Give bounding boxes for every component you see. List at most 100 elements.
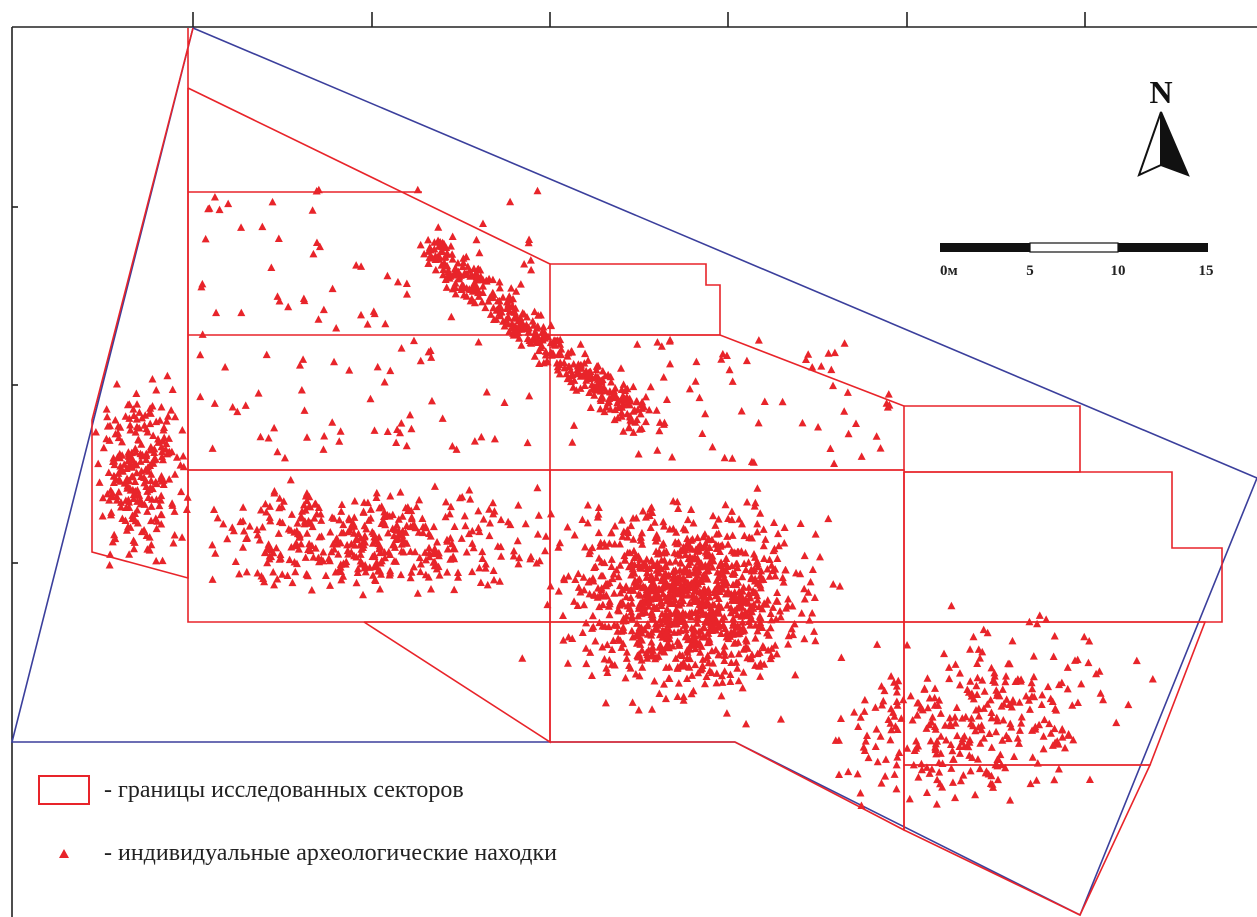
find-marker [704,549,713,558]
find-marker [504,295,513,304]
find-marker [146,442,155,451]
find-marker [415,495,424,504]
find-marker [635,601,644,610]
find-marker [700,679,709,688]
find-marker [534,311,543,319]
find-marker [631,670,640,678]
scale-label-0: 0м [940,263,958,279]
find-marker [434,236,443,244]
find-marker [105,496,114,504]
find-marker [719,620,728,629]
find-marker [685,663,694,671]
find-marker [927,765,936,773]
find-marker [621,583,630,592]
find-marker [371,575,380,584]
find-marker [579,573,588,581]
find-marker [532,324,541,332]
find-marker [642,555,651,563]
find-marker [621,386,630,395]
find-marker [158,556,167,565]
find-marker [263,558,272,567]
find-marker [481,560,490,568]
find-marker [457,534,466,542]
find-marker [424,347,433,356]
find-marker [198,330,207,338]
find-marker [274,529,283,537]
find-marker [350,551,359,560]
find-marker [728,454,737,462]
find-marker [1084,658,1093,667]
find-marker [238,543,247,551]
find-marker [739,596,748,604]
find-marker [797,609,806,617]
find-marker [680,574,689,583]
find-marker [999,715,1008,724]
find-marker [559,636,568,644]
legend-item-finds: - индивидуальные археологические находки [38,838,557,868]
find-marker [366,505,375,513]
find-marker [429,522,438,531]
find-marker [603,668,612,676]
find-marker [152,479,161,488]
find-marker [860,695,869,704]
find-marker [459,254,468,262]
find-marker [179,462,188,471]
find-marker [686,543,695,552]
find-marker [739,583,748,591]
find-marker [500,321,509,330]
find-marker [156,496,165,504]
find-marker [319,547,328,556]
find-marker [360,521,369,530]
find-marker [723,532,732,540]
find-marker [300,406,309,414]
find-marker [637,646,646,654]
find-marker [553,362,562,371]
find-marker [628,698,637,706]
find-marker [826,444,835,453]
find-marker [714,650,723,659]
find-marker [562,369,571,378]
find-marker [636,635,645,644]
find-marker [751,588,760,597]
find-marker [294,545,303,553]
find-marker [399,534,408,543]
find-marker [140,473,149,482]
find-marker [923,674,932,682]
find-marker [626,593,635,602]
find-marker [681,625,690,634]
find-marker [610,415,619,424]
find-marker [873,640,882,648]
find-marker [1071,656,1080,664]
find-marker [642,573,651,581]
find-marker [604,397,613,405]
find-marker [462,547,471,556]
find-marker [879,696,888,705]
find-marker [784,631,793,640]
find-marker [717,629,726,638]
site-boundary [10,26,1257,917]
find-marker [416,560,425,568]
find-marker [593,375,602,383]
find-marker [994,755,1003,763]
find-marker [714,515,723,523]
find-marker [369,571,378,579]
find-marker [722,628,731,637]
find-marker [147,540,156,549]
find-marker [460,511,469,520]
find-marker [664,674,673,682]
find-marker [993,761,1002,770]
find-marker [554,587,563,595]
find-marker [648,705,657,713]
find-marker [360,532,369,541]
find-marker [145,533,154,541]
find-marker [1069,735,1078,744]
find-marker [265,513,274,521]
find-marker [658,541,667,549]
find-marker [488,275,497,284]
find-marker [857,801,866,810]
find-marker [129,405,138,413]
find-marker [514,316,523,324]
find-marker [314,503,323,511]
find-marker [167,406,176,414]
find-marker [771,571,780,580]
